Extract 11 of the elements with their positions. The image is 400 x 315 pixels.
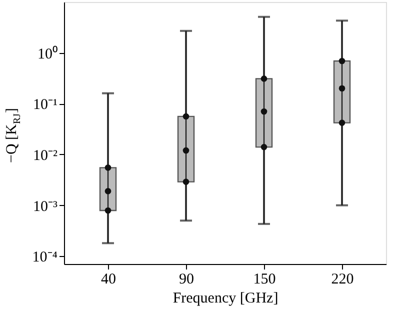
x-axis-title: Frequency [GHz] xyxy=(172,290,278,306)
y-tick-label: 10⁻³ xyxy=(33,198,58,215)
y-tick-label: 10⁻¹ xyxy=(33,97,58,114)
x-tick-label: 90 xyxy=(179,272,194,288)
y-tick-label: 10⁻² xyxy=(33,148,58,164)
x-tick-label: 150 xyxy=(253,272,276,288)
y-axis-title: −Q [KRJ] xyxy=(4,108,23,163)
y-tick-label: 10⁰ xyxy=(38,45,58,62)
x-tick-label: 220 xyxy=(331,272,354,288)
x-tick-label: 40 xyxy=(101,272,116,288)
y-tick-label: 10⁻⁴ xyxy=(32,250,58,266)
